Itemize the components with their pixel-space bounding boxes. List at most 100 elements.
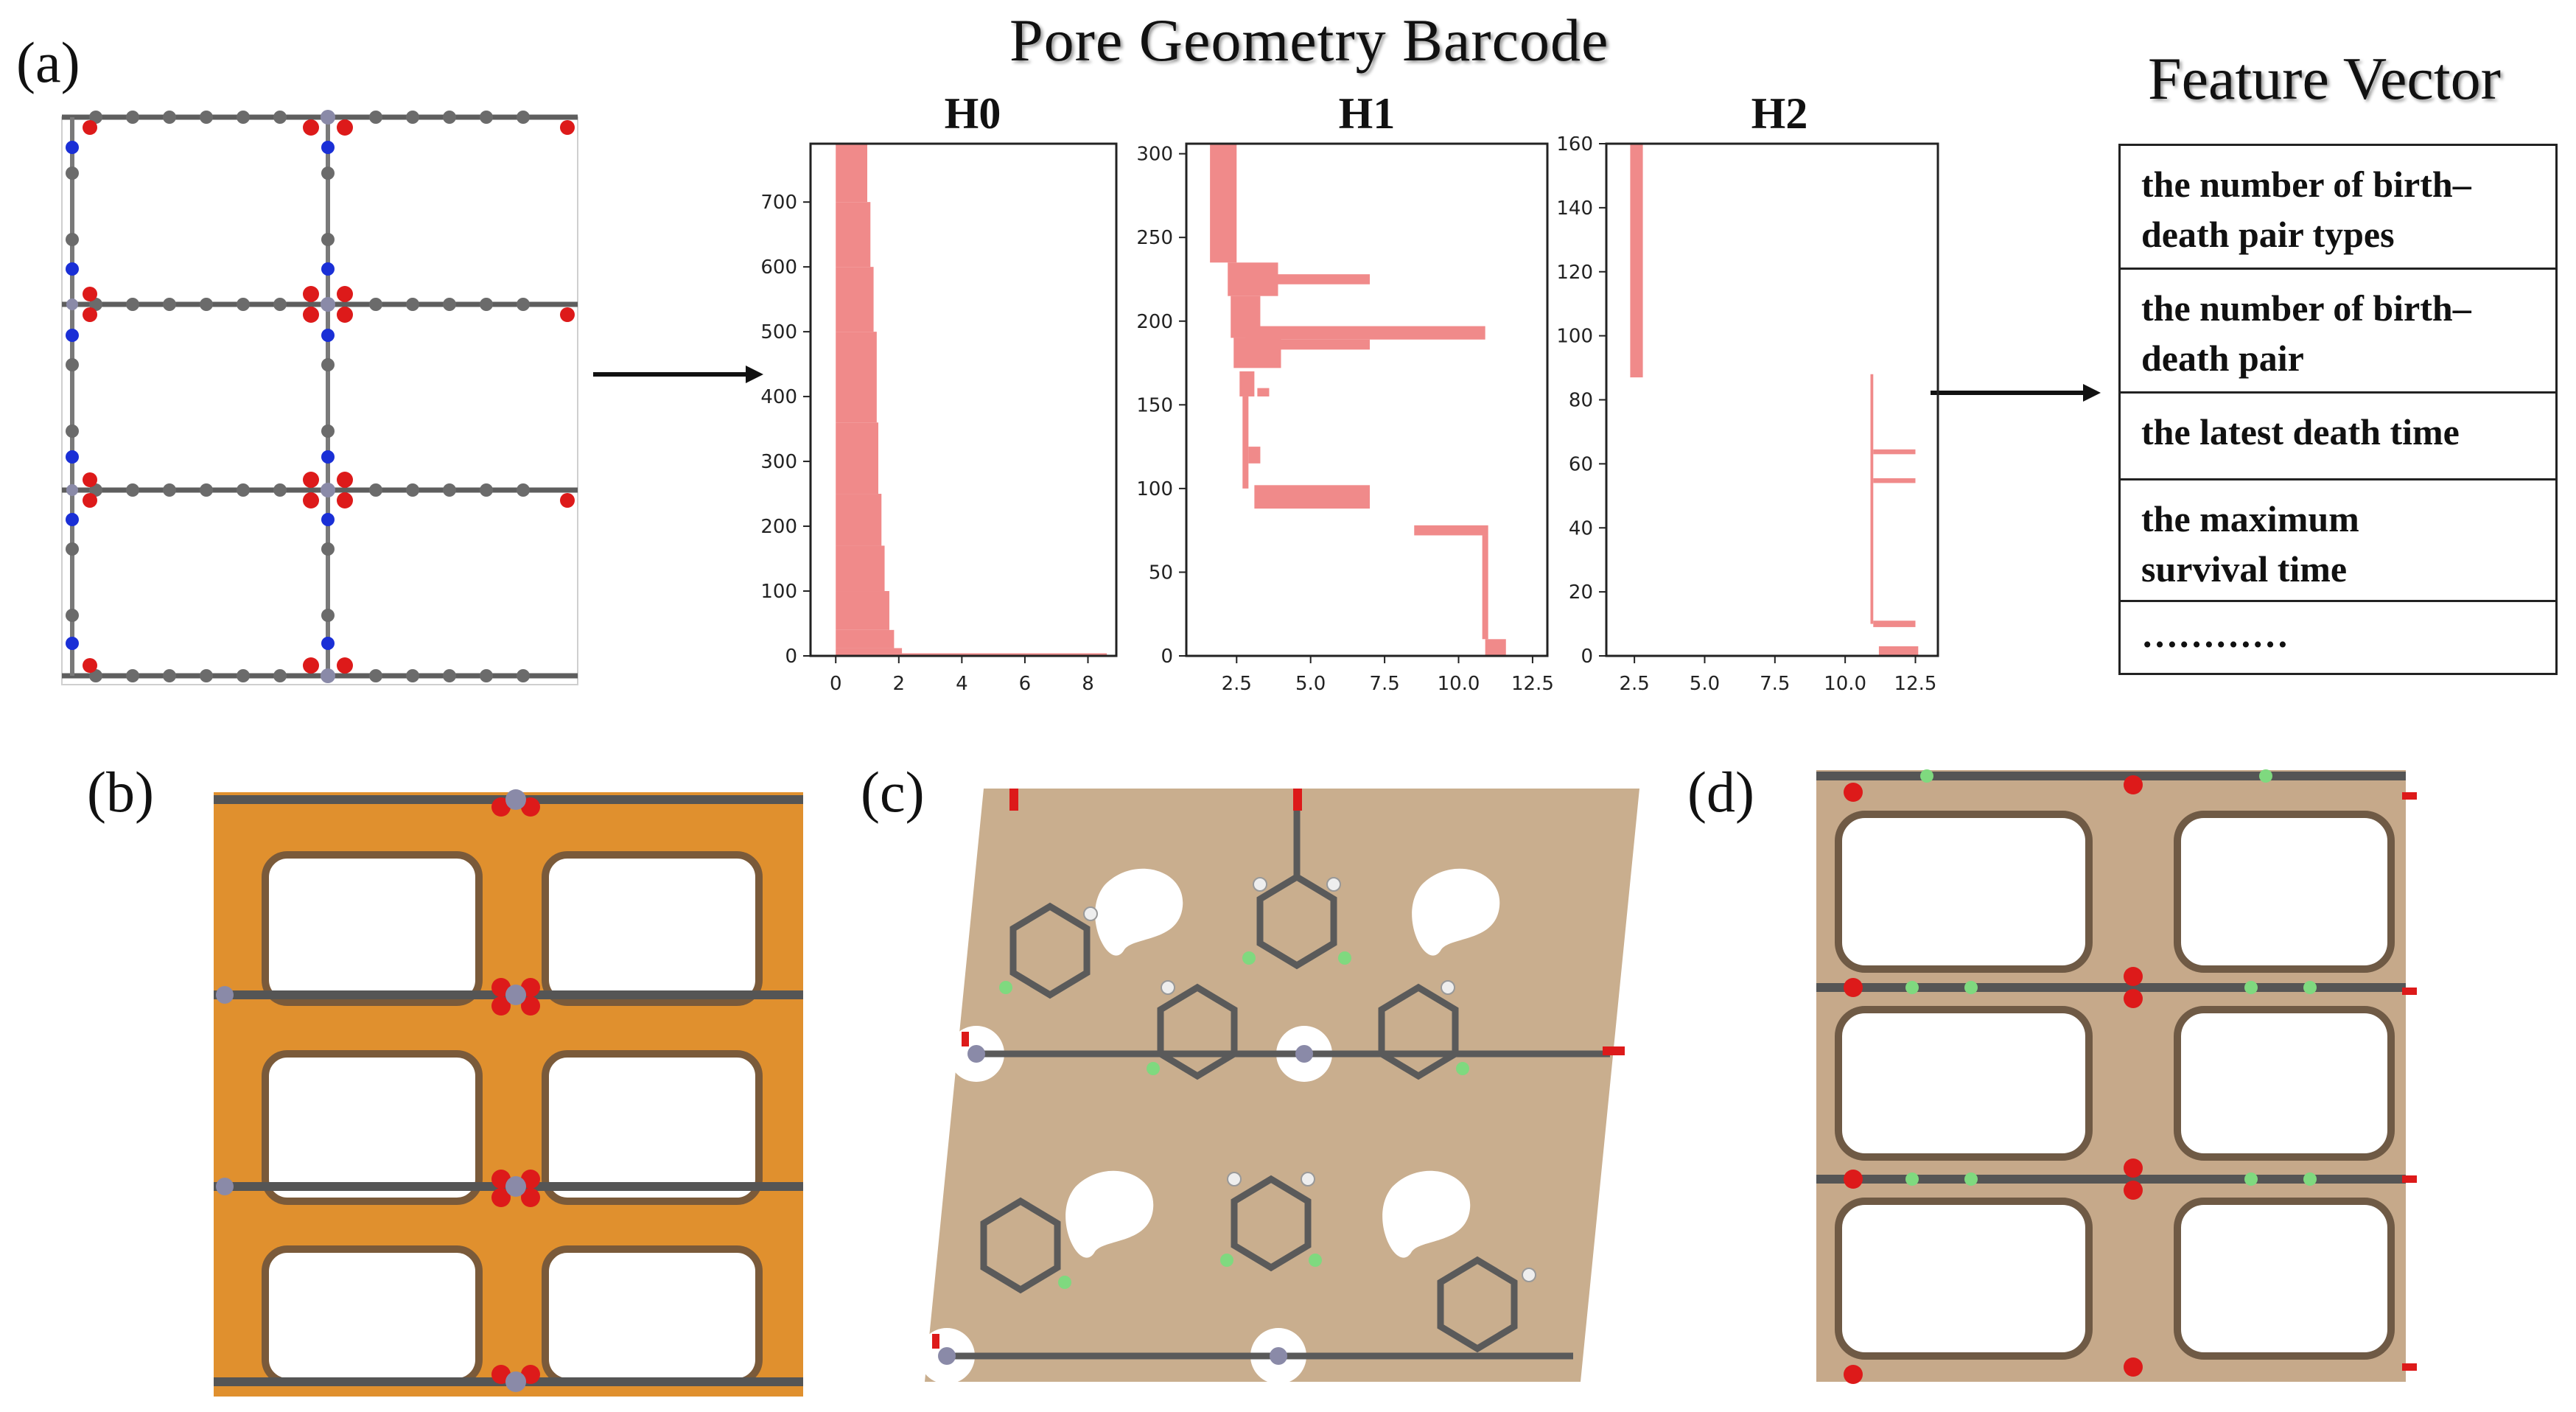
barcode-bar (836, 629, 895, 649)
barcode-bar (1878, 646, 1919, 656)
y-tick-label: 100 (760, 581, 797, 603)
chart-title-h0: H0 (944, 89, 1001, 138)
barcode-bar (1485, 639, 1506, 656)
feature-line: the latest death time (2141, 411, 2460, 452)
x-tick-label: 0 (830, 673, 842, 695)
x-tick-label: 10.0 (1824, 673, 1866, 695)
y-tick-label: 300 (760, 451, 797, 473)
feature-item-text: the number of birth– death pair types (2141, 159, 2541, 259)
x-tick-label: 6 (1019, 673, 1032, 695)
barcode-bar (836, 332, 877, 423)
pore-surface-c (925, 789, 1639, 1384)
barcode-chart-h2: 2.5 5.0 7.5 10.0 12.5 0 20 40 60 80 100 120 140 160 (1556, 136, 1939, 695)
x-tick-label: 2 (893, 673, 906, 695)
barcode-bar (1414, 525, 1488, 536)
y-tick-label: 20 (1569, 581, 1593, 604)
chart-title-h1: H1 (1338, 89, 1396, 138)
barcode-bar (1210, 144, 1237, 263)
y-tick-label: 50 (1149, 562, 1173, 584)
x-tick-label: 12.5 (1511, 673, 1554, 695)
barcode-bar (1245, 326, 1485, 340)
barcode-bar (836, 267, 874, 332)
barcode-title: Pore Geometry Barcode (1009, 7, 1609, 74)
y-tick-label: 40 (1569, 517, 1593, 539)
y-tick-label: 200 (760, 516, 797, 538)
x-tick-label: 4 (956, 673, 968, 695)
feature-row: the latest death time (2121, 391, 2555, 478)
plot-frame (809, 142, 1118, 657)
feature-line: the maximum (2141, 498, 2359, 539)
barcode-bar (836, 144, 868, 203)
barcode-bar (1278, 274, 1371, 284)
panel-label-c: (c) (861, 760, 925, 824)
barcode-bar (1257, 388, 1270, 396)
barcode-bar (836, 494, 882, 546)
feature-line: the number of birth– (2141, 164, 2471, 205)
y-tick-label: 80 (1569, 390, 1593, 412)
plot-frame (1185, 142, 1549, 657)
y-tick-label: 0 (785, 646, 797, 668)
x-tick-label: 12.5 (1894, 673, 1937, 695)
pore-surface-d (1816, 769, 2417, 1384)
feature-item-text: the latest death time (2141, 407, 2541, 457)
feature-line: death pair (2141, 338, 2304, 379)
y-tick-label: 250 (1136, 227, 1173, 249)
feature-line: ………… (2141, 614, 2289, 655)
panel-label-d: (d) (1687, 760, 1754, 824)
y-tick-label: 120 (1556, 262, 1593, 284)
arrow-to-feature-icon (1931, 384, 2101, 402)
barcode-chart-h1: 2.5 5.0 7.5 10.0 12.5 0 50 100 150 200 250 300 (1136, 142, 1554, 695)
barcode-bar (836, 591, 889, 630)
y-tick-label: 100 (1136, 478, 1173, 500)
feature-line: the number of birth– (2141, 287, 2471, 329)
barcode-bar (836, 653, 1107, 656)
mof-structure-a (61, 110, 578, 685)
x-tick-label: 8 (1082, 673, 1094, 695)
y-tick-label: 400 (760, 386, 797, 408)
x-tick-label: 7.5 (1760, 673, 1790, 695)
chart-title-h2: H2 (1751, 89, 1808, 138)
barcode-bar (1228, 262, 1278, 296)
y-tick-label: 140 (1556, 198, 1593, 220)
barcode-chart-h0: 0 2 4 6 8 0 100 200 300 400 500 600 700 (760, 142, 1118, 695)
x-tick-label: 5.0 (1295, 673, 1326, 695)
x-tick-label: 2.5 (1222, 673, 1252, 695)
x-tick-label: 2.5 (1619, 673, 1649, 695)
feature-item-text: ………… (2141, 609, 2541, 660)
feature-vector-title: Feature Vector (2148, 45, 2501, 112)
barcode-bar (836, 202, 871, 268)
feature-item-text: the maximum survival time (2141, 494, 2541, 594)
y-tick-label: 0 (1161, 646, 1173, 668)
barcode-bar (836, 545, 885, 592)
barcode-bar (1233, 338, 1281, 368)
barcode-bar (1873, 449, 1916, 455)
barcode-bar (1482, 535, 1488, 640)
feature-row: ………… (2121, 600, 2555, 673)
y-tick-label: 600 (760, 256, 797, 279)
barcode-bar (1248, 447, 1261, 464)
barcode-bar (1254, 485, 1371, 509)
arrow-to-barcode-icon (593, 366, 763, 383)
barcode-bar (1873, 478, 1916, 483)
feature-vector-table: the number of birth– death pair types th… (2118, 144, 2558, 675)
feature-row: the maximum survival time (2121, 478, 2555, 600)
y-tick-label: 500 (760, 321, 797, 343)
feature-line: death pair types (2141, 214, 2395, 255)
feature-item-text: the number of birth– death pair (2141, 283, 2541, 383)
barcode-bar (1870, 374, 1874, 624)
panel-label-a: (a) (16, 30, 80, 94)
feature-row: the number of birth– death pair (2121, 268, 2555, 391)
y-tick-label: 700 (760, 192, 797, 214)
panel-label-b: (b) (87, 760, 154, 824)
barcode-bar (836, 648, 903, 654)
y-tick-label: 0 (1581, 646, 1593, 668)
x-tick-label: 10.0 (1438, 673, 1480, 695)
y-tick-label: 100 (1556, 326, 1593, 348)
x-tick-label: 5.0 (1690, 673, 1720, 695)
barcode-bar (836, 422, 878, 494)
plot-frame (1605, 142, 1939, 657)
pore-surface-b (214, 789, 803, 1397)
barcode-bar (1873, 621, 1916, 627)
y-tick-label: 300 (1136, 144, 1173, 166)
y-tick-label: 200 (1136, 311, 1173, 333)
